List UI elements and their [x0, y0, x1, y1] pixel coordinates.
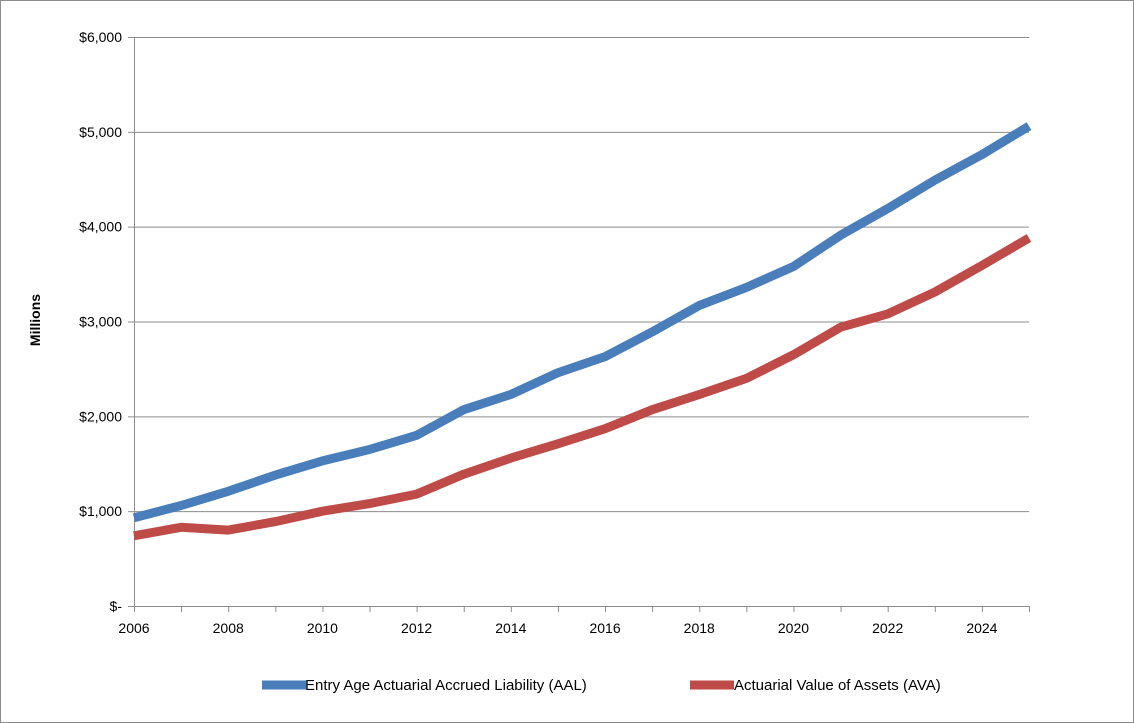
y-tick-label: $2,000 — [79, 408, 122, 424]
y-axis-label: Millions — [27, 294, 43, 346]
y-tick-label: $3,000 — [79, 314, 122, 330]
x-tick-label: 2012 — [401, 620, 432, 636]
x-tick-label: 2014 — [495, 620, 526, 636]
x-tick-label: 2010 — [307, 620, 338, 636]
y-tick-label: $1,000 — [79, 503, 122, 519]
y-tick-label: $6,000 — [79, 29, 122, 45]
legend-label-ava: Actuarial Value of Assets (AVA) — [734, 677, 941, 694]
y-tick-label: $- — [110, 598, 123, 614]
legend: Entry Age Actuarial Accrued Liability (A… — [262, 677, 941, 694]
axes: $- $1,000 $2,000 $3,000 $4,000 $5,000 $6,000 20… — [79, 29, 1030, 636]
series-lines — [132, 122, 1032, 541]
x-tick-label: 2022 — [872, 620, 903, 636]
x-tick-label: 2016 — [589, 620, 620, 636]
y-tick-label: $4,000 — [79, 219, 122, 235]
x-tick-label: 2018 — [684, 620, 715, 636]
legend-label-aal: Entry Age Actuarial Accrued Liability (A… — [305, 677, 587, 694]
gridlines — [134, 37, 1029, 513]
x-tick-label: 2008 — [213, 620, 244, 636]
series-line-aal — [132, 122, 1032, 523]
y-tick-label: $5,000 — [79, 124, 122, 140]
x-tick-label: 2020 — [778, 620, 809, 636]
x-tick-label: 2024 — [966, 620, 997, 636]
series-line-ava — [133, 234, 1032, 541]
x-tick-label: 2006 — [118, 620, 149, 636]
